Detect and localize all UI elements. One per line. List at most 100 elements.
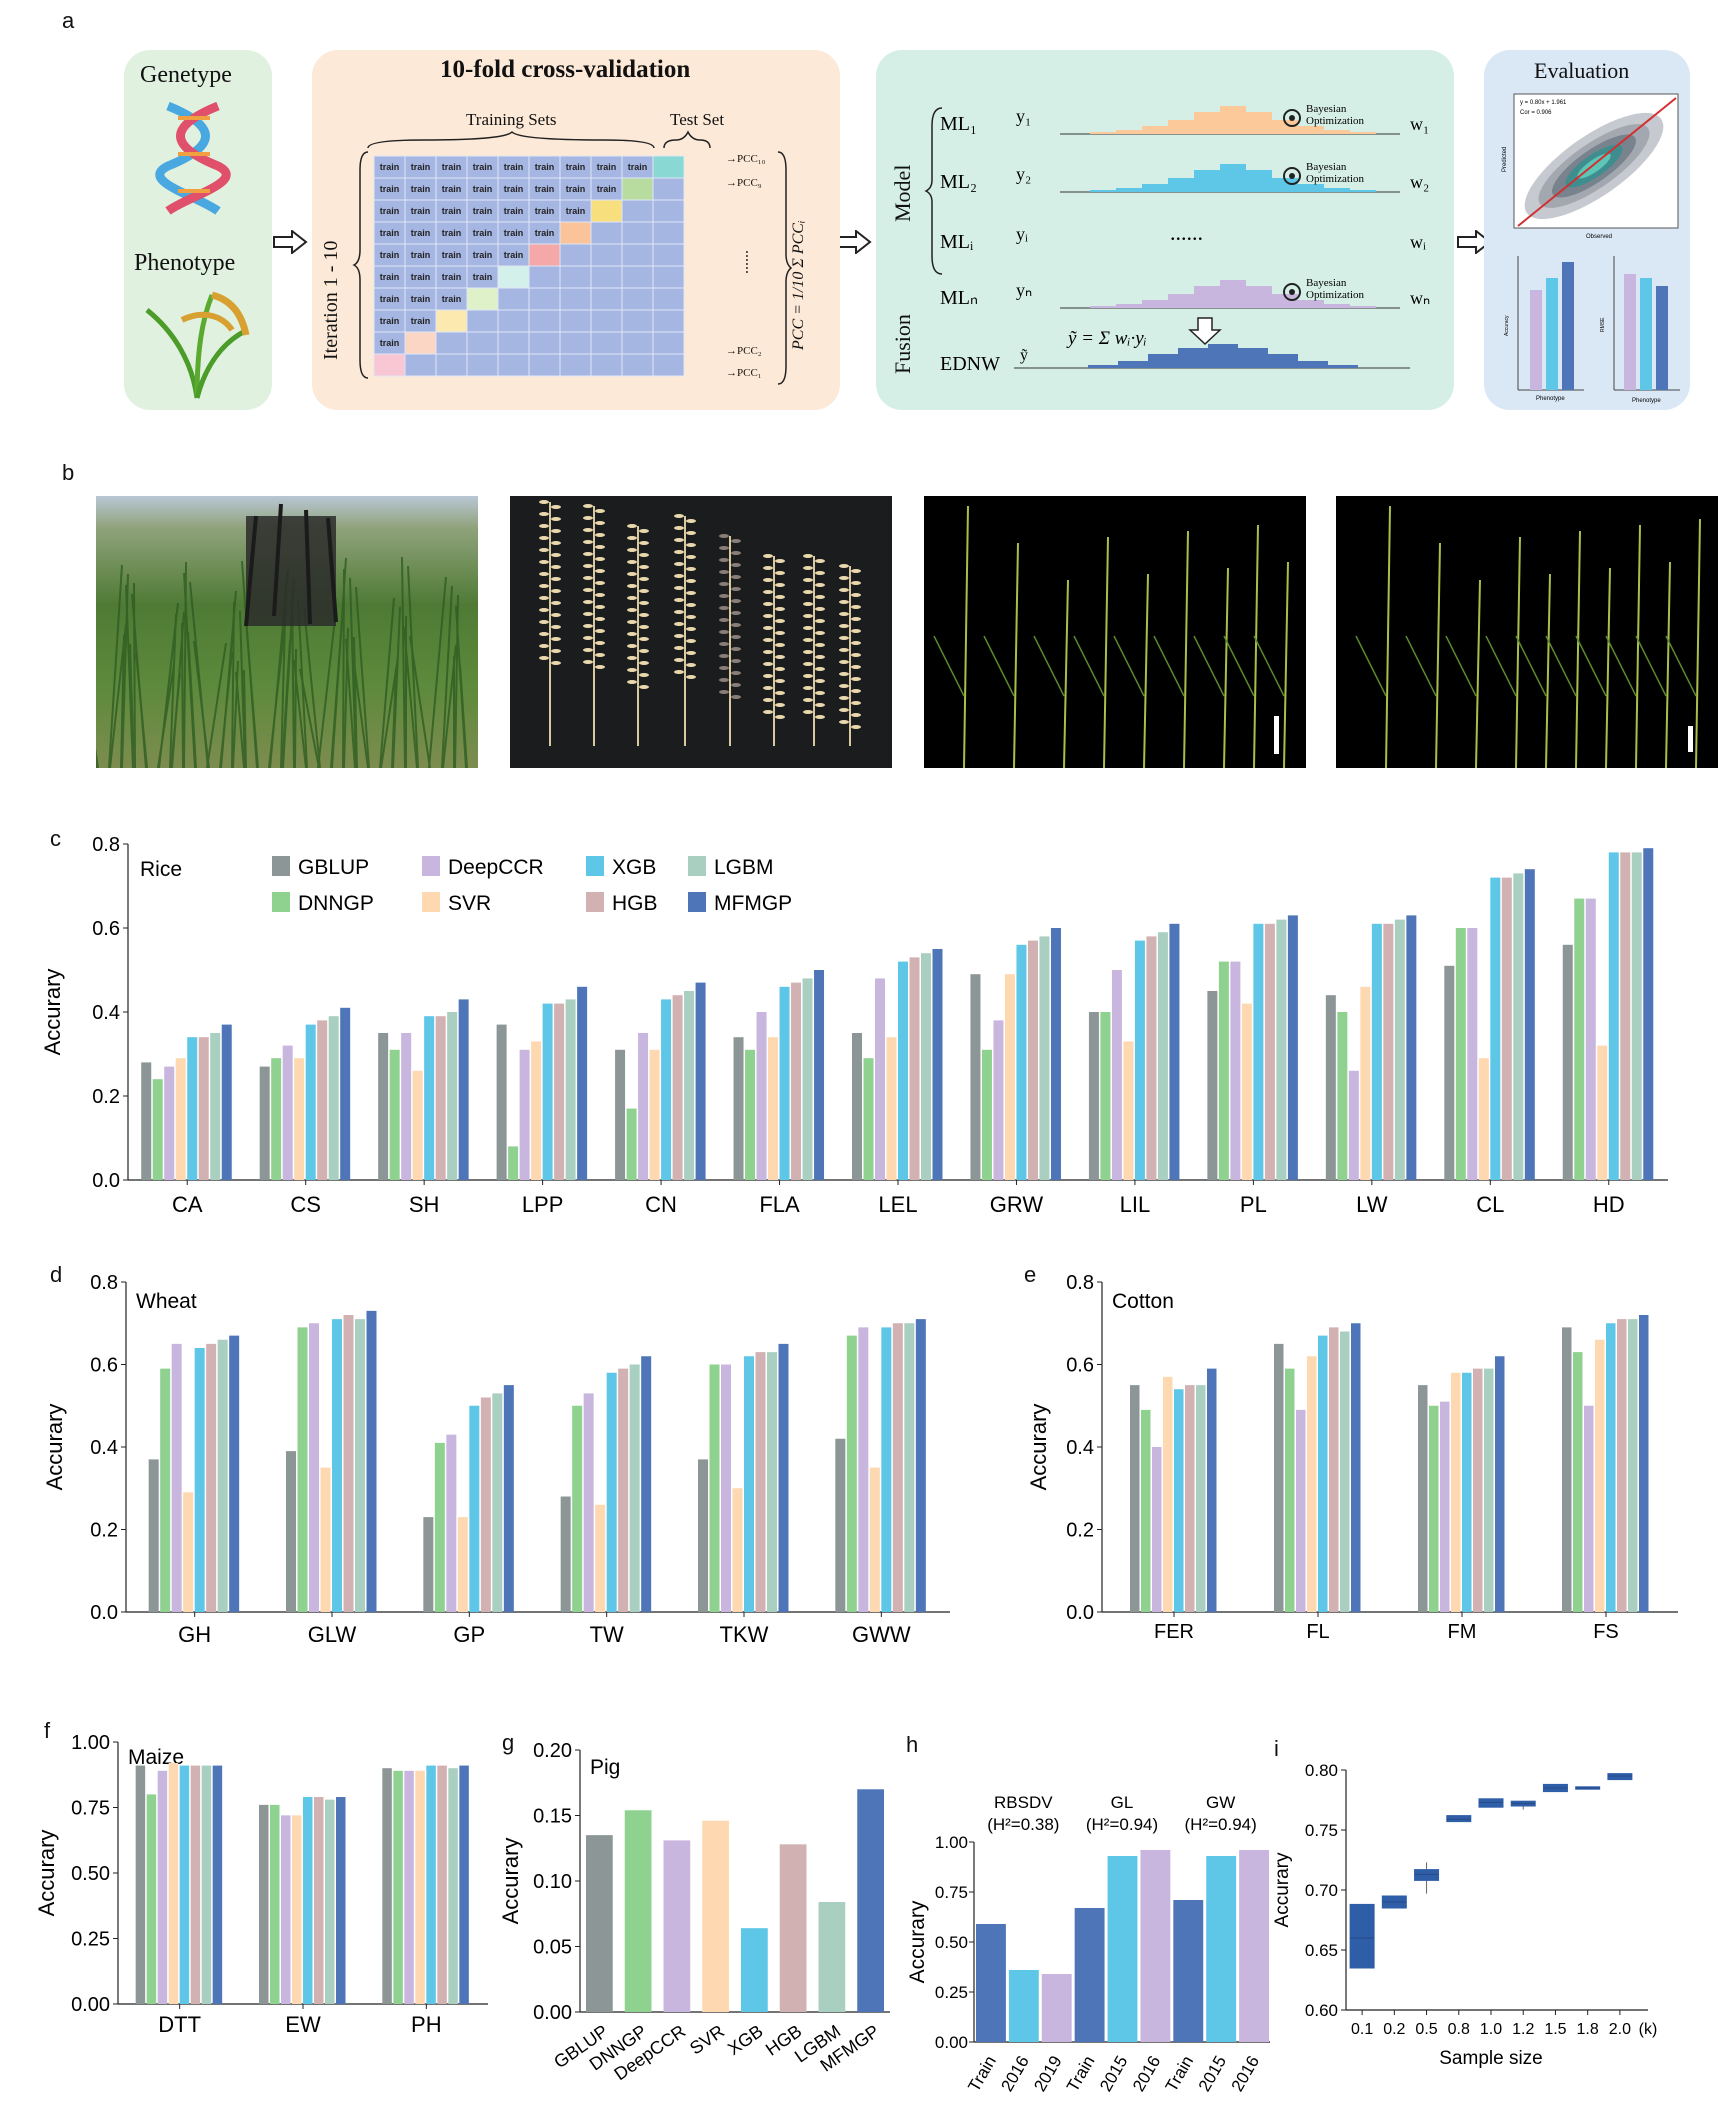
grain xyxy=(731,647,741,651)
grain xyxy=(803,662,813,666)
bayes-label: Optimization xyxy=(1306,289,1365,301)
group-name: RBSDV xyxy=(994,1793,1053,1812)
x-tick-label: PH xyxy=(411,2012,442,2037)
grain xyxy=(839,720,849,724)
bar-mfmgp xyxy=(1050,928,1061,1180)
bar-gblup xyxy=(1444,965,1455,1180)
train-cell-label: train xyxy=(411,184,431,194)
plant-stem xyxy=(1605,567,1611,768)
grain xyxy=(686,615,696,619)
bar-gblup xyxy=(259,1066,270,1180)
pcc-1: PCC₁ xyxy=(737,367,762,379)
bar-gblup xyxy=(615,1049,626,1180)
plant-stem xyxy=(1575,530,1581,768)
grain xyxy=(639,637,649,641)
model-output: yᵢ xyxy=(1016,224,1028,244)
grain xyxy=(583,528,593,532)
bar-mfmgp xyxy=(1524,869,1535,1180)
evaluation-title: Evaluation xyxy=(1534,58,1630,83)
box xyxy=(1349,1903,1375,1969)
plant-stem xyxy=(1515,536,1521,768)
train-cell-label: train xyxy=(473,184,493,194)
train-cell-label: train xyxy=(442,162,462,172)
bar xyxy=(1041,1974,1072,2042)
x-tick-label: SH xyxy=(409,1192,440,1217)
pcc-formula: PCC = 1/10 Σ PCCᵢ xyxy=(790,220,807,350)
y-tick-label: 0.4 xyxy=(92,1002,120,1024)
grain xyxy=(639,661,649,665)
grain xyxy=(815,715,825,719)
x-tick-label: SVR xyxy=(686,2021,728,2059)
pcc-brace xyxy=(777,151,792,385)
bar-dnngp xyxy=(624,1810,652,2012)
grain xyxy=(763,578,773,582)
x-tick-label: 0.8 xyxy=(1448,2021,1470,2038)
rice-accuracy-chart: 0.0 0.2 0.4 0.6 0.8 Accurary Rice CA CS SH LPP CN FL… xyxy=(40,836,1668,1217)
fold-cell xyxy=(621,287,654,311)
grain xyxy=(595,533,605,537)
leaf xyxy=(1445,635,1477,697)
bar-lgbm xyxy=(1196,1385,1206,1612)
bar-deepccr xyxy=(281,1815,291,2004)
grass-blade xyxy=(245,619,259,768)
bar-gblup xyxy=(286,1451,296,1612)
train-cell-label: train xyxy=(380,162,400,172)
bar-lgbm xyxy=(328,1016,339,1180)
y-tick-label: 0.50 xyxy=(935,1933,968,1952)
grain xyxy=(627,536,637,540)
eval-eq: y = 0.80x + 1.961 xyxy=(1520,100,1567,106)
train-cell-label: train xyxy=(535,206,555,216)
grain xyxy=(583,576,593,580)
eval-bar2-ylab: RMSE xyxy=(1600,317,1606,332)
bar-xgb xyxy=(426,1765,436,2004)
bar-svr xyxy=(1307,1356,1317,1612)
bar-gblup xyxy=(141,1062,152,1180)
hist-bar xyxy=(1090,190,1116,192)
grain xyxy=(775,571,785,575)
plant-stem xyxy=(1183,530,1189,768)
grass-blade xyxy=(135,652,148,768)
grain xyxy=(839,600,849,604)
plant-stem xyxy=(1695,518,1701,768)
bar-svr xyxy=(320,1467,331,1612)
grain xyxy=(595,545,605,549)
grain xyxy=(719,594,729,598)
grain xyxy=(674,598,684,602)
fold-cell xyxy=(559,243,592,267)
grain xyxy=(775,643,785,647)
grain xyxy=(627,548,637,552)
bar-hgb xyxy=(317,1020,328,1180)
grain xyxy=(815,619,825,623)
grain xyxy=(775,607,785,611)
grain xyxy=(803,590,813,594)
grain xyxy=(595,557,605,561)
grain xyxy=(731,551,741,555)
grass-blade xyxy=(407,565,419,768)
grain xyxy=(815,595,825,599)
leaf xyxy=(1033,635,1065,697)
fold-cell xyxy=(497,265,530,289)
grain xyxy=(775,691,785,695)
group-heritability: (H²=0.38) xyxy=(987,1815,1059,1834)
bar-hgb xyxy=(672,995,683,1180)
grain xyxy=(719,546,729,550)
bar-xgb xyxy=(898,961,908,1180)
grain xyxy=(595,593,605,597)
grain xyxy=(686,519,696,523)
grain xyxy=(839,696,849,700)
fold-cell xyxy=(652,287,685,311)
fused-hist-bar xyxy=(1298,361,1328,368)
fold-cell xyxy=(621,199,654,223)
bar-mfmgp xyxy=(641,1356,652,1612)
box xyxy=(1478,1798,1504,1808)
bar-svr xyxy=(702,1820,729,2012)
grain xyxy=(839,708,849,712)
x-tick-label: 1.0 xyxy=(1480,2021,1502,2038)
y-tick-label: 0.80 xyxy=(1305,1761,1338,1780)
x-tick-label: PL xyxy=(1240,1192,1267,1217)
hist-bar xyxy=(1298,126,1324,134)
chart-title: Pig xyxy=(590,1756,620,1779)
grain xyxy=(627,560,637,564)
fold-cell xyxy=(528,331,561,355)
grain xyxy=(839,588,849,592)
